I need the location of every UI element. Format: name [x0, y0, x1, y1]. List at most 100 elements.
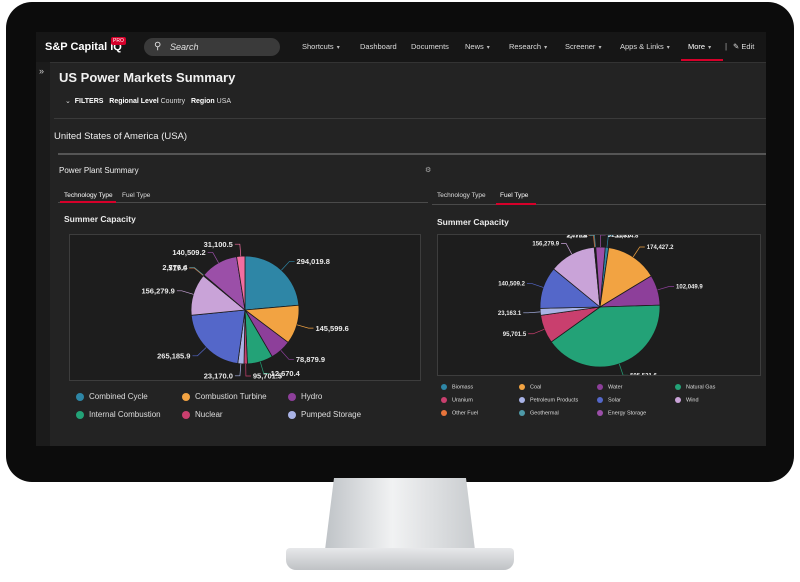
leader-line	[606, 235, 614, 248]
leader-line	[296, 324, 314, 329]
legend-item[interactable]: Water	[597, 384, 622, 390]
legend-item[interactable]: Energy Storage	[597, 410, 646, 416]
nav-more[interactable]: More ▾	[688, 42, 712, 51]
legend-label: Energy Storage	[608, 410, 647, 417]
panel-title: Summer Capacity	[437, 217, 509, 227]
filter-key: Region	[190, 98, 215, 105]
brand-logo[interactable]: S&P Capital IQ	[45, 41, 122, 53]
legend-swatch	[519, 397, 525, 403]
legend-item[interactable]: Wind	[675, 397, 699, 403]
legend-item[interactable]: Pumped Storage	[288, 410, 361, 419]
monitor-base	[286, 548, 514, 570]
legend-item[interactable]: Combined Cycle	[76, 392, 148, 401]
filters-label: FILTERS	[74, 98, 104, 105]
legend-item[interactable]: Biomass	[441, 384, 473, 390]
leader-line	[589, 234, 596, 248]
pie-slice[interactable]	[244, 255, 300, 311]
pie-slice[interactable]	[595, 246, 606, 308]
data-label: 2,776.4	[567, 235, 588, 239]
search-box[interactable]: ⚲ Search	[144, 38, 280, 56]
legend-item[interactable]: Natural Gas	[675, 384, 715, 390]
nav-apps-links[interactable]: Apps & Links ▾	[620, 42, 670, 51]
legend-swatch	[597, 410, 603, 416]
legend-label: Petroleum Products	[530, 397, 579, 404]
tab-technology-type[interactable]: Technology Type	[437, 192, 486, 199]
legend-item[interactable]: Uranium	[441, 397, 473, 403]
data-label: 95,701.5	[503, 332, 527, 338]
tab-fuel-type[interactable]: Fuel Type	[122, 192, 151, 199]
legend-item[interactable]: Nuclear	[182, 410, 223, 419]
legend-label: Internal Combustion	[89, 410, 161, 419]
leader-line	[192, 347, 207, 357]
leader-line	[632, 246, 645, 258]
nav-documents[interactable]: Documents	[411, 42, 449, 51]
data-label: 11,514.8	[615, 235, 639, 240]
data-label: 102,049.9	[676, 285, 703, 291]
leader-line	[207, 252, 219, 264]
legend-label: Hydro	[301, 392, 323, 401]
nav-dashboard[interactable]: Dashboard	[360, 42, 397, 51]
pie-slice[interactable]	[599, 247, 652, 308]
legend-item[interactable]: Internal Combustion	[76, 410, 161, 419]
edit-button[interactable]: ✎ Edit	[733, 42, 755, 51]
data-label: 174,427.2	[647, 245, 674, 251]
chevron-down-icon[interactable]: ⌄	[65, 98, 71, 105]
legend-swatch	[519, 410, 525, 416]
data-label: 78,879.9	[296, 355, 325, 364]
legend-item[interactable]: Combustion Turbine	[182, 392, 267, 401]
leader-line	[657, 286, 675, 291]
country-heading: United States of America (USA)	[54, 131, 188, 142]
legend-swatch	[519, 384, 525, 390]
active-nav-underline	[681, 59, 723, 61]
legend-swatch	[441, 397, 447, 403]
legend-item[interactable]: Petroleum Products	[519, 397, 578, 403]
leader-line	[245, 363, 251, 377]
legend-swatch	[597, 397, 603, 403]
leader-line	[280, 350, 294, 360]
data-label: 265,185.9	[157, 351, 190, 360]
legend-swatch	[288, 392, 296, 401]
leader-line	[526, 283, 544, 288]
pie-chart-right: 11,514.8 174,427.2 102,049.9 505,521.6 95,70…	[498, 233, 704, 379]
data-label: 23,170.0	[204, 371, 233, 380]
data-label: 23,163.1	[498, 311, 522, 317]
legend-label: Wind	[686, 397, 699, 404]
tab-fuel-type[interactable]: Fuel Type	[500, 192, 529, 199]
nav-research[interactable]: Research ▾	[509, 42, 548, 51]
legend-label: Pumped Storage	[301, 410, 362, 419]
tab-technology-type[interactable]: Technology Type	[64, 192, 113, 199]
legend-item[interactable]: Hydro	[288, 392, 322, 401]
nav-news[interactable]: News ▾	[465, 42, 490, 51]
pro-badge: PRO	[111, 37, 126, 45]
pie-slice[interactable]	[236, 255, 246, 311]
data-label: 2,477.8	[566, 235, 587, 239]
pencil-icon: ✎	[733, 42, 740, 51]
legend-item[interactable]: Solar	[597, 397, 621, 403]
nav-screener[interactable]: Screener ▾	[565, 42, 602, 51]
side-panel-collapsed: »	[36, 62, 50, 446]
data-label: 95,701.5	[253, 372, 282, 380]
data-label: 156,279.9	[141, 286, 174, 295]
legend-swatch	[441, 410, 447, 416]
legend-label: Other Fuel	[452, 410, 478, 417]
legend-item[interactable]: Coal	[519, 384, 541, 390]
legend-swatch	[288, 410, 296, 419]
top-navigation: S&P Capital IQ PRO ⚲ Search Shortcuts ▾ D…	[36, 32, 766, 63]
legend-label: Coal	[530, 384, 542, 391]
legend-item[interactable]: Other Fuel	[441, 410, 478, 416]
data-label: 156,279.9	[532, 242, 559, 248]
filter-key: Regional Level	[109, 98, 159, 105]
pie-slice[interactable]	[190, 309, 246, 364]
filters-bar[interactable]: ⌄ FILTERS Regional Level Country Region …	[65, 97, 231, 105]
gear-icon[interactable]: ⚙	[425, 167, 432, 174]
legend-item[interactable]: Geothermal	[519, 410, 559, 416]
leader-line	[176, 290, 194, 295]
legend-swatch	[441, 384, 447, 390]
leader-line	[259, 361, 269, 374]
data-label: 140,509.2	[172, 248, 205, 257]
nav-separator: |	[725, 42, 728, 51]
expand-sidebar-icon[interactable]: »	[39, 66, 45, 76]
search-input[interactable]: Search	[170, 42, 199, 52]
nav-shortcuts[interactable]: Shortcuts ▾	[302, 42, 340, 51]
data-label: 140,509.2	[498, 282, 525, 288]
